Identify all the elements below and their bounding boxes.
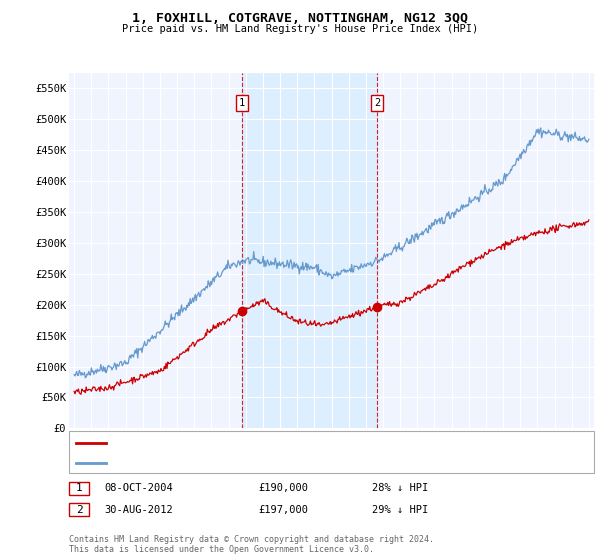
- Text: 1, FOXHILL, COTGRAVE, NOTTINGHAM, NG12 3QQ (detached house): 1, FOXHILL, COTGRAVE, NOTTINGHAM, NG12 3…: [111, 438, 450, 447]
- Text: £197,000: £197,000: [258, 505, 308, 515]
- Text: 1: 1: [239, 98, 245, 108]
- Text: HPI: Average price, detached house, Rushcliffe: HPI: Average price, detached house, Rush…: [111, 458, 376, 467]
- Text: Contains HM Land Registry data © Crown copyright and database right 2024.
This d: Contains HM Land Registry data © Crown c…: [69, 535, 434, 554]
- Text: £190,000: £190,000: [258, 483, 308, 493]
- Text: 1, FOXHILL, COTGRAVE, NOTTINGHAM, NG12 3QQ: 1, FOXHILL, COTGRAVE, NOTTINGHAM, NG12 3…: [132, 12, 468, 25]
- Text: 08-OCT-2004: 08-OCT-2004: [104, 483, 173, 493]
- Text: Price paid vs. HM Land Registry's House Price Index (HPI): Price paid vs. HM Land Registry's House …: [122, 24, 478, 34]
- Bar: [242, 73, 377, 428]
- Text: 29% ↓ HPI: 29% ↓ HPI: [372, 505, 428, 515]
- Text: 2: 2: [374, 98, 380, 108]
- Text: 1: 1: [76, 483, 83, 493]
- Text: 30-AUG-2012: 30-AUG-2012: [104, 505, 173, 515]
- Text: 28% ↓ HPI: 28% ↓ HPI: [372, 483, 428, 493]
- Text: 2: 2: [76, 505, 83, 515]
